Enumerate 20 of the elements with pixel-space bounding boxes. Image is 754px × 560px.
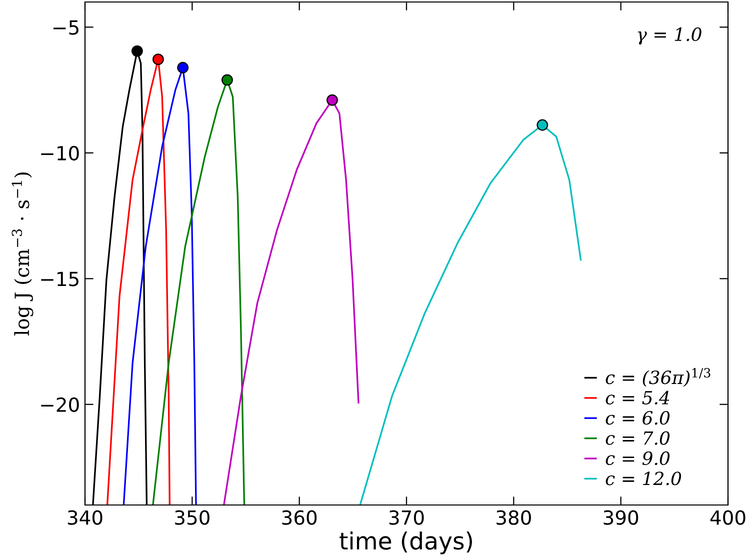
y-tick-label: −10 (41, 146, 79, 161)
y-tick-label: −15 (41, 272, 78, 286)
x-tick-label: 380 (496, 510, 531, 525)
y-tick-label: −20 (41, 397, 79, 412)
legend-label: c = 5.4 (606, 390, 670, 405)
legend-label: c = 9.0 (606, 451, 670, 466)
legend-label: c = 7.0 (606, 431, 670, 445)
x-tick-label: 360 (282, 510, 317, 525)
y-tick-label: −5 (54, 20, 78, 35)
x-tick-label: 400 (710, 510, 746, 525)
x-axis-title: time (days) (340, 531, 472, 554)
legend-label: c = 12.0 (606, 472, 682, 486)
y-axis-title: log J (cm$^{−3}$ · s$^{−1}$) (12, 172, 34, 336)
annotation: γ = 1.0 (638, 27, 702, 45)
legend-label: c = 6.0 (606, 411, 670, 425)
x-tick-label: 350 (175, 510, 210, 525)
x-tick-label: 370 (389, 510, 424, 525)
x-tick-label: 390 (604, 510, 638, 525)
x-tick-label: 340 (68, 510, 102, 525)
legend-label: c = (36π)$^{1/3}$ (606, 368, 710, 387)
